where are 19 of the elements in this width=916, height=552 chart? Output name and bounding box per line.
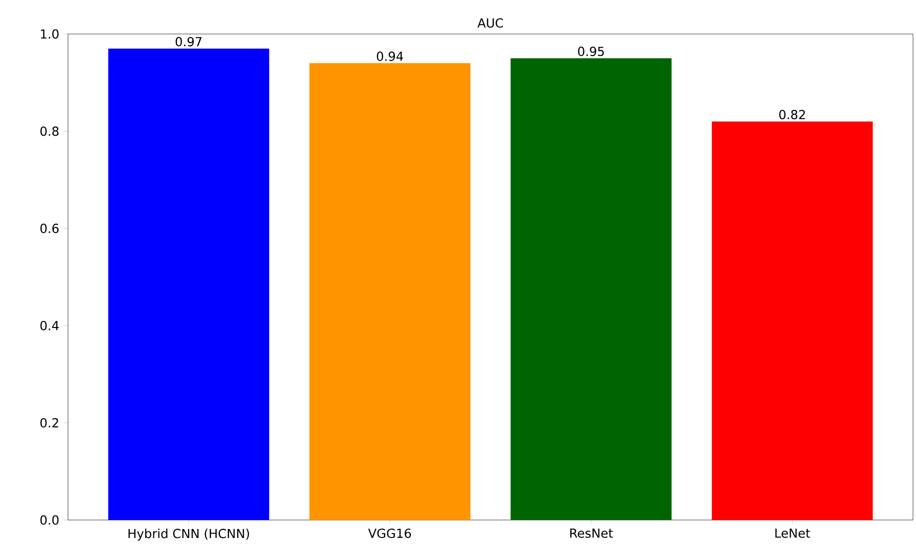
data-label: 0.82: [779, 110, 805, 120]
data-label: 0.95: [578, 46, 604, 56]
x-tick-label: VGG16: [368, 528, 411, 538]
y-tick-label: 0.8: [40, 126, 59, 136]
bar: [712, 121, 873, 520]
y-tick-label: 0.2: [40, 418, 58, 428]
bar: [108, 48, 270, 520]
bar: [510, 58, 672, 520]
x-tick-label: LeNet: [775, 528, 810, 538]
y-tick-label: 0.4: [40, 320, 59, 330]
data-label: 0.97: [176, 36, 202, 46]
x-tick-label: ResNet: [570, 528, 613, 538]
data-label: 0.94: [376, 52, 404, 61]
y-tick-label: 0.6: [40, 224, 59, 234]
y-tick-label: 1.0: [40, 29, 59, 39]
chart-title: AUC: [477, 18, 503, 28]
bar: [309, 63, 470, 520]
x-tick-label: Hybrid CNN (HCNN): [128, 528, 250, 541]
y-tick-label: 0.0: [40, 515, 59, 525]
